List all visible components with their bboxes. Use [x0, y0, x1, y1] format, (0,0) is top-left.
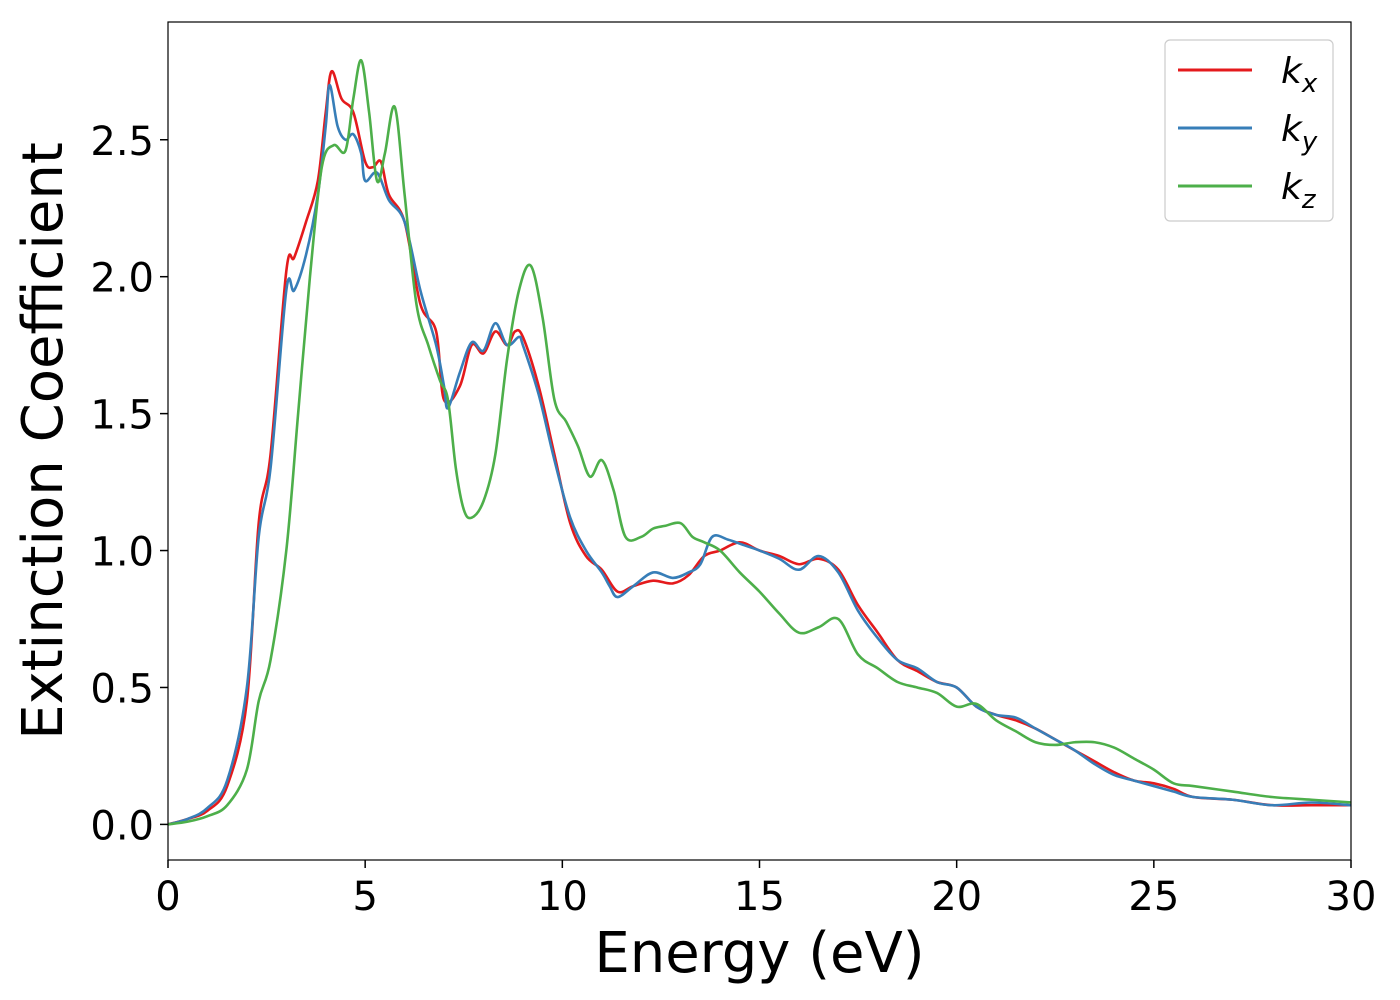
x-tick-label: 30 — [1326, 874, 1377, 920]
y-tick-label: 1.5 — [90, 393, 154, 439]
y-tick-label: 1.0 — [90, 530, 154, 576]
plot-lines — [168, 59, 1351, 826]
x-tick-label: 10 — [537, 874, 588, 920]
series-line-ky — [168, 83, 1351, 826]
y-tick-label: 2.0 — [90, 256, 154, 302]
x-axis-label: Energy (eV) — [594, 921, 924, 986]
legend-entry-label: ky — [1281, 109, 1318, 157]
legend-entry-label: kx — [1281, 51, 1318, 99]
y-tick-label: 2.5 — [90, 119, 154, 165]
x-tick-label: 0 — [155, 874, 180, 920]
y-axis-label: Extinction Coefficient — [11, 142, 76, 740]
y-axis-ticks: 0.0 0.5 1.0 1.5 2.0 2.5 — [90, 119, 168, 849]
x-tick-label: 5 — [352, 874, 377, 920]
legend-entry-base: k — [1281, 167, 1304, 208]
y-tick-label: 0.0 — [90, 803, 154, 849]
x-tick-label: 15 — [734, 874, 785, 920]
x-axis-ticks: 0 5 10 15 20 25 30 — [155, 860, 1376, 920]
legend-entry-subscript: y — [1301, 127, 1318, 157]
legend-entry-base: k — [1281, 51, 1304, 92]
legend-entry-label: kz — [1281, 167, 1317, 215]
legend-entry-subscript: x — [1301, 69, 1318, 99]
legend-box — [1164, 39, 1334, 222]
legend-entry-base: k — [1281, 109, 1304, 150]
series-line-kz — [168, 59, 1351, 826]
y-tick-label: 0.5 — [90, 666, 154, 712]
x-tick-label: 20 — [931, 874, 982, 920]
x-tick-label: 25 — [1128, 874, 1179, 920]
legend-entry-subscript: z — [1301, 185, 1317, 215]
